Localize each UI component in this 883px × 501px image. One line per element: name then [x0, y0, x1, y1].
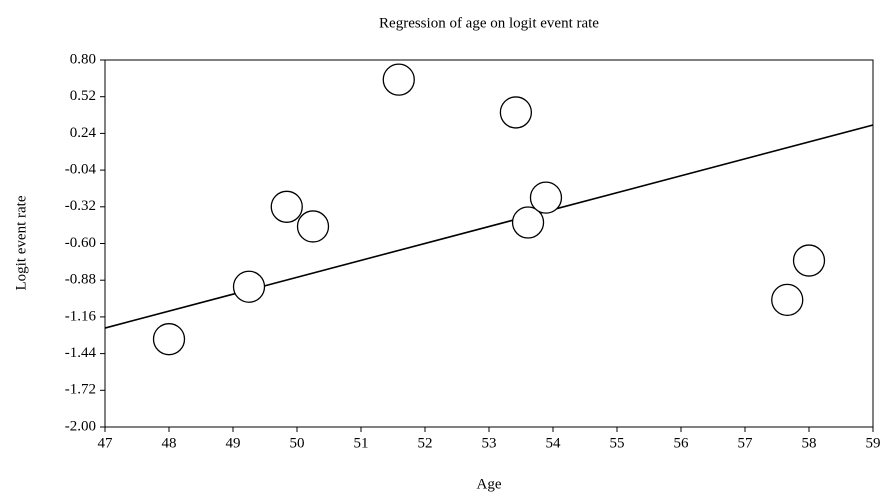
y-tick-label: -1.16 [65, 308, 97, 324]
chart-title: Regression of age on logit event rate [379, 15, 599, 31]
y-tick-label: -0.32 [65, 198, 96, 214]
plot-frame [104, 59, 874, 428]
y-tick-label: 0.80 [70, 51, 96, 67]
x-tick-label: 47 [98, 435, 114, 451]
x-tick-label: 55 [610, 435, 625, 451]
y-axis-label: Logit event rate [13, 195, 29, 290]
x-tick-label: 58 [802, 435, 817, 451]
y-tick-label: -0.60 [65, 235, 96, 251]
x-tick-label: 54 [546, 435, 562, 451]
y-tick-label: 0.52 [70, 88, 96, 104]
x-tick-label: 52 [418, 435, 433, 451]
x-tick-label: 53 [482, 435, 497, 451]
regression-line [104, 124, 874, 329]
x-tick-label: 48 [162, 435, 177, 451]
point [792, 244, 826, 277]
point [499, 96, 533, 129]
x-tick-label: 59 [866, 435, 881, 451]
y-tick-label: 0.24 [70, 125, 97, 141]
x-tick-label: 56 [674, 435, 690, 451]
point [270, 190, 303, 223]
y-tick-label: -0.04 [65, 162, 97, 178]
x-axis-label: Age [477, 476, 502, 492]
point [511, 206, 545, 239]
point [232, 270, 266, 303]
point [152, 323, 186, 356]
x-tick-label: 57 [738, 435, 754, 451]
x-tick-label: 51 [354, 435, 369, 451]
point [382, 63, 415, 96]
point [296, 210, 330, 243]
y-tick-label: -0.88 [65, 272, 96, 288]
x-tick-label: 49 [226, 435, 241, 451]
x-tick-label: 50 [290, 435, 305, 451]
y-tick-label: -1.44 [65, 345, 97, 361]
point [529, 181, 563, 214]
y-tick-label: -2.00 [65, 418, 96, 434]
point [771, 283, 804, 317]
y-tick-label: -1.72 [65, 382, 96, 398]
